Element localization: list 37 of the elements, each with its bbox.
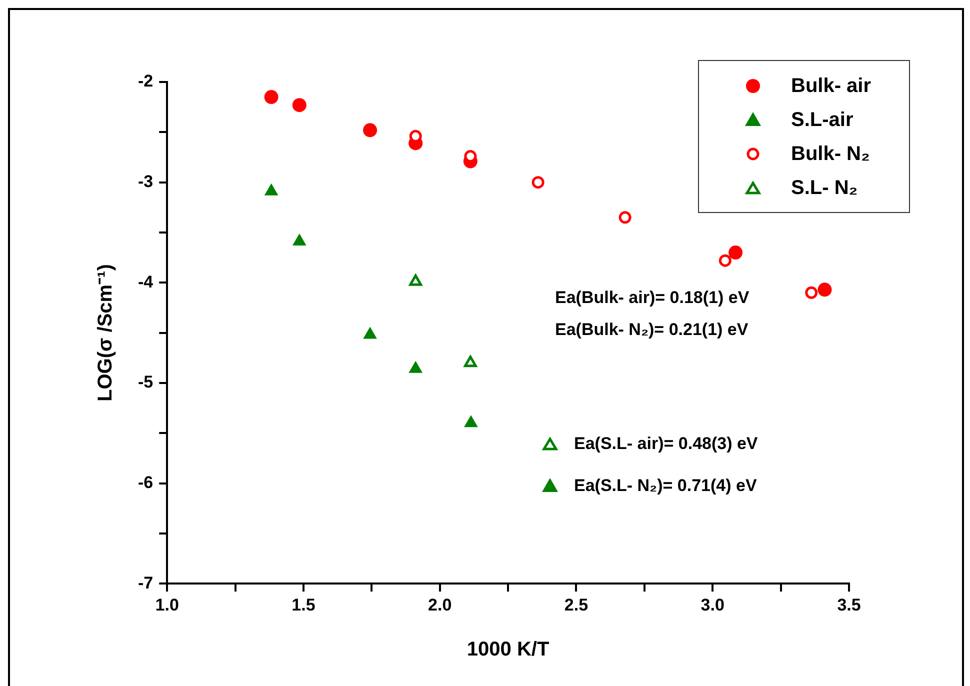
point: [818, 282, 832, 297]
x-tick-label: 3.5: [837, 595, 861, 614]
x-tick-label: 2.0: [428, 595, 452, 614]
point: [718, 254, 732, 267]
x-tick-label: 3.0: [700, 595, 724, 614]
point: [618, 211, 632, 224]
point: [464, 415, 478, 428]
annotation: Ea(S.L- N₂)= 0.71(4) eV: [574, 476, 757, 496]
point: [728, 246, 743, 260]
point: [292, 98, 306, 112]
legend-label: S.L-air: [791, 108, 854, 132]
point: [292, 234, 306, 246]
point: [408, 360, 423, 373]
x-tick-label: 1.5: [292, 595, 316, 614]
point: [409, 274, 422, 286]
legend-label: S.L- N₂: [791, 176, 858, 200]
legend-label: Bulk- N₂: [791, 142, 870, 166]
point: [464, 356, 477, 368]
y-tick-label: -2: [138, 72, 154, 91]
annotation: Ea(S.L- air)= 0.48(3) eV: [574, 434, 758, 454]
y-tick-label: -5: [138, 372, 154, 392]
y-tick-label: -3: [138, 172, 154, 192]
x-tick-label: 1.0: [155, 595, 179, 614]
point: [363, 123, 378, 138]
point: [805, 286, 818, 299]
x-tick-label: 2.5: [564, 595, 588, 614]
point: [264, 90, 278, 104]
point: [532, 176, 544, 189]
y-tick-label: -6: [138, 472, 154, 492]
legend-label: Bulk- air: [791, 74, 872, 98]
y-axis-title: LOG(σ /Scm⁻¹): [94, 264, 117, 402]
y-tick-label: -7: [138, 573, 154, 592]
y-tick-label: -4: [138, 272, 154, 292]
annotation: Ea(Bulk- N₂)= 0.21(1) eV: [555, 320, 748, 340]
x-axis-title: 1000 K/T: [466, 638, 550, 661]
point: [363, 326, 377, 339]
annotation: Ea(Bulk- air)= 0.18(1) eV: [555, 288, 750, 308]
